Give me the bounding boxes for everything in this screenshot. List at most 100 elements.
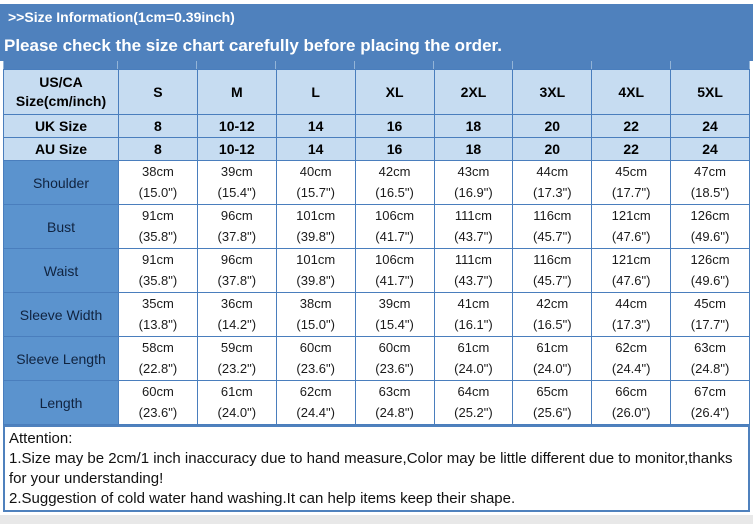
size-cell: 91cm (35.8") <box>118 248 198 293</box>
inch-value: (23.2") <box>217 360 257 376</box>
inch-value: (45.7") <box>533 228 572 244</box>
cm-value: 59cm <box>220 340 253 356</box>
size-chart-table: US/CA Size(cm/inch) S M L XL 2XL 3XL 4XL… <box>3 69 750 425</box>
size-cell: 36cm (14.2") <box>196 292 277 337</box>
cm-value: 67cm <box>694 384 726 400</box>
cm-value: 42cm <box>536 296 569 312</box>
uk-size-value: 24 <box>670 114 750 138</box>
size-cell: 111cm (43.7") <box>433 204 514 249</box>
cm-value: 47cm <box>694 164 726 180</box>
au-size-value: 14 <box>275 137 356 161</box>
cm-value: 65cm <box>536 384 569 400</box>
size-cell: 43cm (16.9") <box>433 160 514 205</box>
size-chart-warning-banner: Please check the size chart carefully be… <box>0 30 753 61</box>
size-cell: 60cm (23.6") <box>354 336 435 381</box>
uk-size-row-label: UK Size <box>3 114 119 138</box>
cm-value: 62cm <box>299 384 332 400</box>
size-cell: 111cm (43.7") <box>433 248 514 293</box>
au-size-value: 16 <box>354 137 435 161</box>
cm-value: 42cm <box>378 164 411 180</box>
cm-value: 96cm <box>220 208 253 224</box>
inch-value: (49.6") <box>690 228 730 244</box>
size-cell: 62cm (24.4") <box>275 380 356 425</box>
inch-value: (22.8") <box>138 360 178 376</box>
cm-value: 39cm <box>220 164 253 180</box>
inch-value: (24.8") <box>375 404 414 420</box>
measurement-row-label: Length <box>3 380 119 425</box>
size-cell: 63cm (24.8") <box>670 336 750 381</box>
inch-value: (35.8") <box>138 228 178 244</box>
measurement-row-label: Shoulder <box>3 160 119 205</box>
size-cell: 116cm (45.7") <box>512 204 593 249</box>
cm-value: 41cm <box>457 296 490 312</box>
attention-note-1: 1.Size may be 2cm/1 inch inaccuracy due … <box>9 450 733 487</box>
size-cell: 39cm (15.4") <box>354 292 435 337</box>
inch-value: (15.4") <box>217 184 257 200</box>
size-cell: 60cm (23.6") <box>275 336 356 381</box>
inch-value: (17.7") <box>611 184 651 200</box>
cm-value: 91cm <box>142 252 174 268</box>
cm-value: 101cm <box>296 208 336 224</box>
measurement-row-label: Sleeve Length <box>3 336 119 381</box>
cm-value: 38cm <box>299 296 332 312</box>
au-size-value: 22 <box>591 137 672 161</box>
size-cell: 61cm (24.0") <box>196 380 277 425</box>
size-cell: 121cm (47.6") <box>591 248 672 293</box>
inch-value: (37.8") <box>217 228 257 244</box>
size-cell: 126cm (49.6") <box>670 248 750 293</box>
inch-value: (17.3") <box>611 316 651 332</box>
inch-value: (41.7") <box>375 228 414 244</box>
uk-size-value: 8 <box>118 114 198 138</box>
uk-size-row: UK Size 8 10-12 14 16 18 20 22 24 <box>3 114 750 138</box>
cm-value: 40cm <box>299 164 332 180</box>
inch-value: (16.9") <box>454 184 493 200</box>
inch-value: (23.6") <box>296 360 335 376</box>
au-size-value: 10-12 <box>196 137 277 161</box>
uk-size-value: 20 <box>512 114 593 138</box>
inch-value: (24.0") <box>533 360 572 376</box>
uk-size-value: 18 <box>433 114 514 138</box>
cm-value: 35cm <box>142 296 174 312</box>
size-information-title: >>Size Information(1cm=0.39inch) <box>0 4 753 30</box>
size-cell: 62cm (24.4") <box>591 336 672 381</box>
cm-value: 111cm <box>454 208 492 224</box>
inch-value: (35.8") <box>138 272 178 288</box>
inch-value: (25.2") <box>454 404 493 420</box>
au-size-value: 20 <box>512 137 593 161</box>
measurement-row-sleeve-width: Sleeve Width 35cm (13.8") 36cm (14.2") 38c… <box>3 292 750 337</box>
size-cell: 45cm (17.7") <box>670 292 750 337</box>
size-column-header-xl: XL <box>354 69 435 115</box>
measurement-row-label: Waist <box>3 248 119 293</box>
size-cell: 41cm (16.1") <box>433 292 514 337</box>
cm-value: 64cm <box>457 384 490 400</box>
au-size-row-label: AU Size <box>3 137 119 161</box>
inch-value: (41.7") <box>375 272 414 288</box>
cm-value: 106cm <box>375 252 415 268</box>
cm-value: 126cm <box>690 208 730 224</box>
inch-value: (15.4") <box>375 316 414 332</box>
inch-value: (16.1") <box>454 316 493 332</box>
cm-value: 116cm <box>533 252 572 268</box>
cm-value: 39cm <box>378 296 411 312</box>
inch-value: (16.5") <box>533 316 572 332</box>
inch-value: (14.2") <box>217 316 257 332</box>
size-cell: 45cm (17.7") <box>591 160 672 205</box>
inch-value: (17.3") <box>533 184 572 200</box>
size-cell: 35cm (13.8") <box>118 292 198 337</box>
inch-value: (24.4") <box>296 404 335 420</box>
cm-value: 101cm <box>296 252 336 268</box>
table-top-spacer <box>3 61 750 69</box>
inch-value: (15.7") <box>296 184 335 200</box>
cm-value: 116cm <box>533 208 572 224</box>
inch-value: (26.4") <box>690 404 730 420</box>
inch-value: (15.0") <box>296 316 335 332</box>
size-cell: 44cm (17.3") <box>512 160 593 205</box>
size-cell: 91cm (35.8") <box>118 204 198 249</box>
size-cell: 38cm (15.0") <box>275 292 356 337</box>
inch-value: (25.6") <box>533 404 572 420</box>
size-cell: 67cm (26.4") <box>670 380 750 425</box>
bottom-margin <box>0 515 753 524</box>
inch-value: (47.6") <box>611 228 651 244</box>
cm-value: 121cm <box>611 252 651 268</box>
inch-value: (23.6") <box>138 404 178 420</box>
